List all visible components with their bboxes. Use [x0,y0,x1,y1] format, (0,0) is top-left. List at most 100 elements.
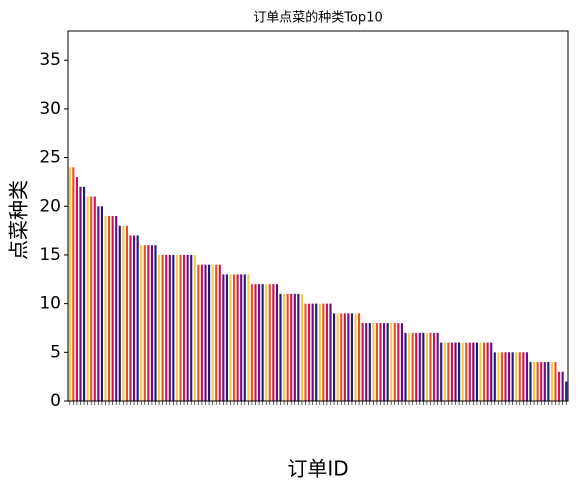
bar [308,303,311,401]
bar [283,293,286,401]
bar [318,303,321,401]
bar [104,216,107,401]
bar [215,264,218,401]
y-axis-label: 点菜种类 [7,180,31,260]
y-tick-label: 20 [39,196,61,216]
bar [175,254,178,401]
bar [358,313,361,401]
bar [97,206,100,401]
bar [533,362,536,401]
bar [75,177,78,401]
bar [322,303,325,401]
bar [165,254,168,401]
bar [465,342,468,401]
bar [325,303,328,401]
y-tick-label: 30 [39,99,61,119]
bar [190,254,193,401]
bar [483,342,486,401]
bar [111,216,114,401]
bar [561,371,564,401]
bar [350,313,353,401]
bar [375,323,378,401]
bar [108,216,111,401]
bar [168,254,171,401]
bar [140,245,143,401]
bar [340,313,343,401]
bar [258,284,261,401]
bar [208,264,211,401]
bar [565,381,568,401]
bar [511,352,514,401]
bar [447,342,450,401]
bar [68,167,71,401]
bar [525,352,528,401]
y-tick-label: 0 [50,391,61,411]
bar [558,371,561,401]
bar [333,313,336,401]
bar [265,284,268,401]
bar [186,254,189,401]
bar [529,362,532,401]
bar [383,323,386,401]
bar [543,362,546,401]
bar [250,284,253,401]
bar [311,303,314,401]
y-tick-label: 10 [39,294,61,314]
bar [100,206,103,401]
x-axis-label: 订单ID [287,457,348,481]
bar [150,245,153,401]
bar [115,216,118,401]
bar [79,186,82,401]
bar [393,323,396,401]
bar [361,323,364,401]
bar [125,225,128,401]
bar [290,293,293,401]
bar [408,332,411,401]
bar [404,332,407,401]
bar [490,342,493,401]
bar [508,352,511,401]
bar [329,303,332,401]
bar [236,274,239,401]
bar [129,235,132,401]
bar [179,254,182,401]
bar [225,274,228,401]
bar [550,362,553,401]
bar [200,264,203,401]
bar [440,342,443,401]
bar [161,254,164,401]
bar [540,362,543,401]
bar [425,332,428,401]
bar [354,313,357,401]
bar [336,313,339,401]
bar [222,274,225,401]
bar [233,274,236,401]
y-tick-label: 15 [39,245,61,265]
bar [229,274,232,401]
bar [365,323,368,401]
bar [272,284,275,401]
bar [315,303,318,401]
bar [522,352,525,401]
bar [390,323,393,401]
bar [261,284,264,401]
bar [515,352,518,401]
bar [486,342,489,401]
y-tick-label: 35 [39,50,61,70]
bar [433,332,436,401]
bar [458,342,461,401]
chart-title: 订单点菜的种类Top10 [253,10,382,26]
bar [500,352,503,401]
bar [400,323,403,401]
bar [300,293,303,401]
bar [304,303,307,401]
bar [72,167,75,401]
bar [372,323,375,401]
bar [368,323,371,401]
bar [547,362,550,401]
bar [379,323,382,401]
bar [518,352,521,401]
bar [154,245,157,401]
bar [454,342,457,401]
bar [472,342,475,401]
